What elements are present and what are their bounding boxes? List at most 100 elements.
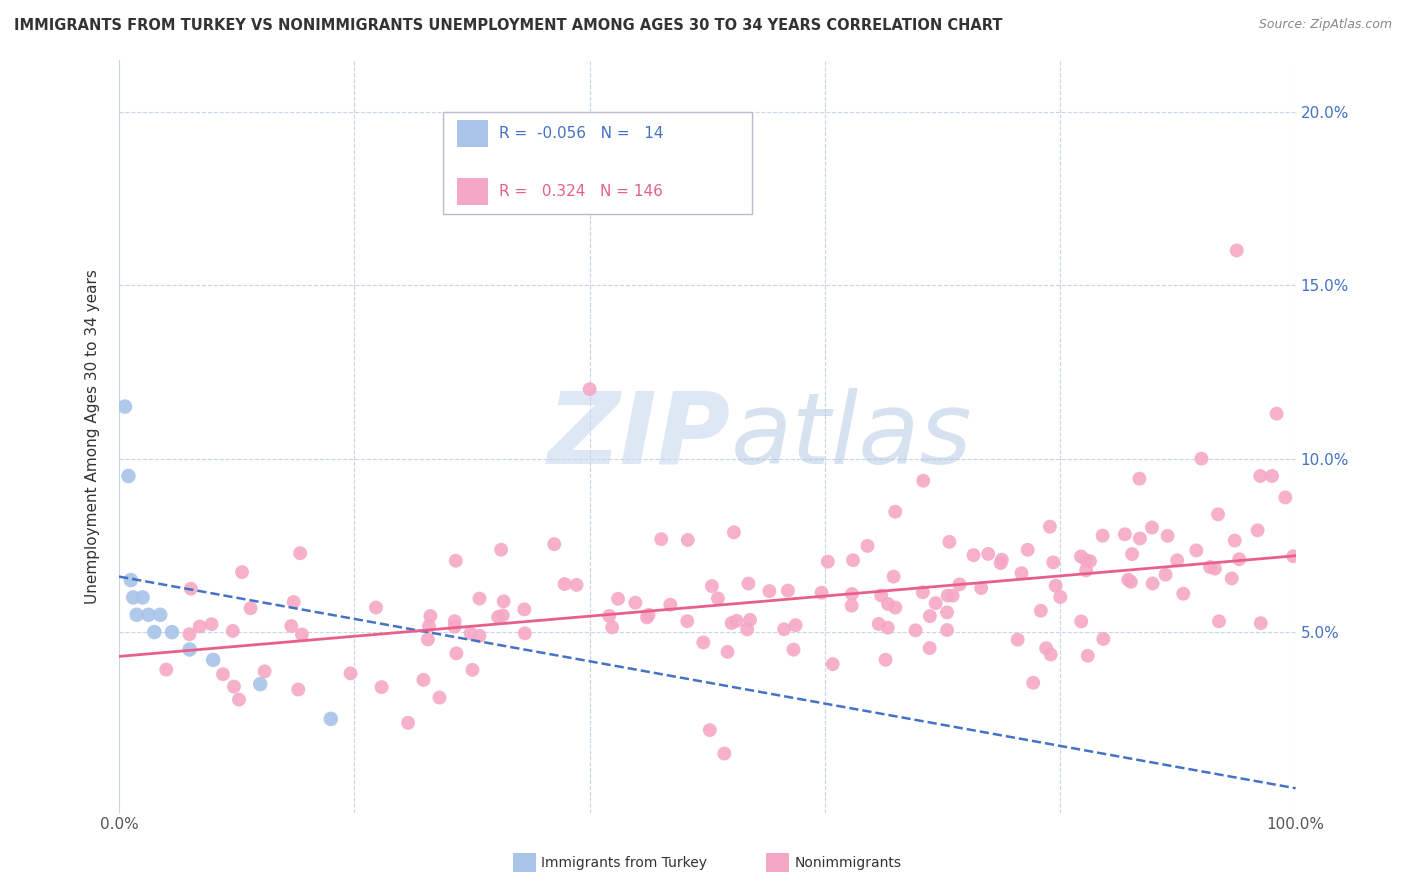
Point <box>1011 566 1033 581</box>
Point <box>412 673 434 687</box>
Point <box>188 619 211 633</box>
Point <box>1077 648 1099 663</box>
Point <box>131 591 153 605</box>
Point <box>716 645 738 659</box>
Point <box>938 534 960 549</box>
Y-axis label: Unemployment Among Ages 30 to 34 years: Unemployment Among Ages 30 to 34 years <box>86 268 100 604</box>
Point <box>287 682 309 697</box>
Point <box>1129 532 1152 546</box>
Point <box>1045 579 1067 593</box>
Point <box>1208 614 1230 628</box>
Point <box>810 586 832 600</box>
Point <box>578 382 600 396</box>
Point <box>600 620 623 634</box>
Point <box>991 552 1014 566</box>
Point <box>659 598 682 612</box>
Point <box>911 585 934 599</box>
Point <box>1223 533 1246 548</box>
Point <box>821 657 844 672</box>
Point <box>1204 561 1226 575</box>
Point <box>489 542 512 557</box>
Point <box>125 607 148 622</box>
Point <box>1227 552 1250 566</box>
Point <box>841 587 863 601</box>
Text: IMMIGRANTS FROM TURKEY VS NONIMMIGRANTS UNEMPLOYMENT AMONG AGES 30 TO 34 YEARS C: IMMIGRANTS FROM TURKEY VS NONIMMIGRANTS … <box>14 18 1002 33</box>
Point <box>918 641 941 656</box>
Point <box>554 577 576 591</box>
Point <box>249 677 271 691</box>
Point <box>486 610 509 624</box>
Point <box>1114 527 1136 541</box>
Point <box>419 609 441 624</box>
Point <box>180 582 202 596</box>
Point <box>160 625 183 640</box>
Point <box>143 625 166 640</box>
Text: R =  -0.056   N =   14: R = -0.056 N = 14 <box>499 127 664 141</box>
Point <box>418 619 440 633</box>
Point <box>1128 472 1150 486</box>
Point <box>738 613 761 627</box>
Text: Nonimmigrants: Nonimmigrants <box>794 855 901 870</box>
Point <box>565 578 588 592</box>
Point <box>202 653 225 667</box>
Point <box>179 642 201 657</box>
Point <box>1078 554 1101 568</box>
Point <box>884 600 907 615</box>
Point <box>1119 574 1142 589</box>
Point <box>1142 576 1164 591</box>
Point <box>962 548 984 562</box>
Point <box>460 626 482 640</box>
Point <box>179 627 201 641</box>
Point <box>1035 641 1057 656</box>
Point <box>842 553 865 567</box>
Point <box>1029 604 1052 618</box>
Point <box>117 469 139 483</box>
Point <box>1154 567 1177 582</box>
Point <box>1166 553 1188 567</box>
Point <box>876 621 898 635</box>
Point <box>1282 549 1305 564</box>
Point <box>699 723 721 737</box>
Point <box>782 642 804 657</box>
Point <box>1074 553 1097 567</box>
Point <box>918 609 941 624</box>
Point <box>370 680 392 694</box>
Point <box>1022 675 1045 690</box>
Point <box>877 597 900 611</box>
Text: Immigrants from Turkey: Immigrants from Turkey <box>541 855 707 870</box>
Point <box>1070 615 1092 629</box>
Text: R =   0.324   N = 146: R = 0.324 N = 146 <box>499 185 664 199</box>
Point <box>912 474 935 488</box>
Point <box>875 653 897 667</box>
Point <box>222 624 245 638</box>
Point <box>364 600 387 615</box>
Point <box>443 614 465 628</box>
Point <box>239 601 262 615</box>
Point <box>817 555 839 569</box>
Point <box>924 596 946 610</box>
Point <box>228 692 250 706</box>
Point <box>280 619 302 633</box>
Point <box>1049 590 1071 604</box>
Point <box>637 607 659 622</box>
Point <box>468 591 491 606</box>
Point <box>904 624 927 638</box>
Point <box>676 614 699 628</box>
Point <box>624 596 647 610</box>
Point <box>492 608 515 623</box>
Point <box>737 576 759 591</box>
Point <box>1074 563 1097 577</box>
Point <box>1121 547 1143 561</box>
Point <box>692 635 714 649</box>
Point <box>1173 587 1195 601</box>
Point <box>1039 648 1062 662</box>
Point <box>735 623 758 637</box>
Point <box>1261 469 1284 483</box>
Point <box>319 712 342 726</box>
Point <box>1092 632 1115 646</box>
Point <box>776 583 799 598</box>
Point <box>1116 573 1139 587</box>
Point <box>283 595 305 609</box>
Point <box>1199 560 1222 574</box>
Point <box>339 666 361 681</box>
